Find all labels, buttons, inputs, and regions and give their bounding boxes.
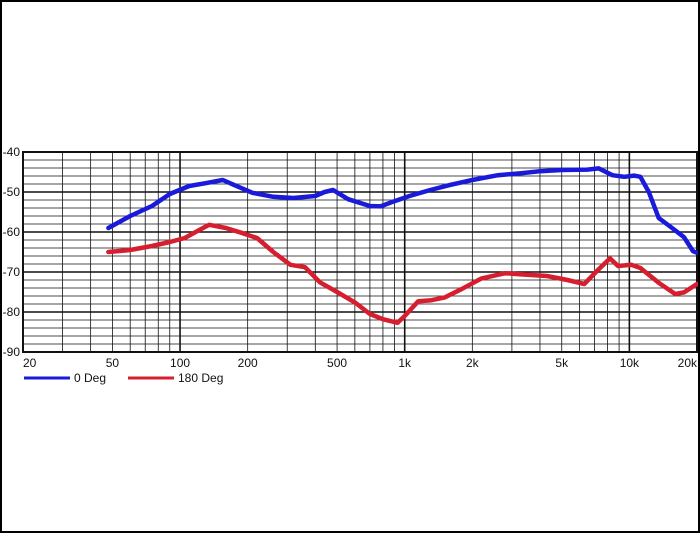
x-tick-label: 1k (398, 356, 412, 370)
y-tick-label: -70 (3, 265, 21, 279)
plot-background (23, 152, 697, 352)
y-tick-label: -90 (3, 345, 21, 359)
x-tick-label: 200 (238, 356, 258, 370)
x-tick-label: 500 (327, 356, 347, 370)
x-tick-label: 2k (466, 356, 480, 370)
x-tick-label: 20k (678, 356, 698, 370)
x-tick-label: 20 (23, 356, 37, 370)
series-line-0-deg (106, 166, 698, 256)
legend-label: 0 Deg (74, 371, 106, 385)
y-tick-label: -40 (3, 145, 21, 159)
y-tick-label: -80 (3, 305, 21, 319)
legend-item-0-deg: 0 Deg (24, 371, 106, 385)
legend-label: 180 Deg (178, 371, 223, 385)
y-tick-label: -60 (3, 225, 21, 239)
legend-item-180-deg: 180 Deg (128, 371, 223, 385)
x-tick-label: 50 (106, 356, 120, 370)
grid (23, 152, 697, 352)
y-tick-label: -50 (3, 185, 21, 199)
x-tick-label: 5k (555, 356, 569, 370)
legend: 0 Deg 180 Deg (24, 371, 223, 385)
series-lines (106, 166, 698, 326)
x-axis-ticks: 20 50 100 200 500 1k 2k 5k 10k 20k (23, 356, 698, 370)
x-tick-label: 100 (170, 356, 190, 370)
x-tick-label: 10k (620, 356, 640, 370)
y-axis-ticks: -40 -50 -60 -70 -80 -90 (3, 145, 21, 359)
series-line-180-deg (106, 222, 698, 326)
